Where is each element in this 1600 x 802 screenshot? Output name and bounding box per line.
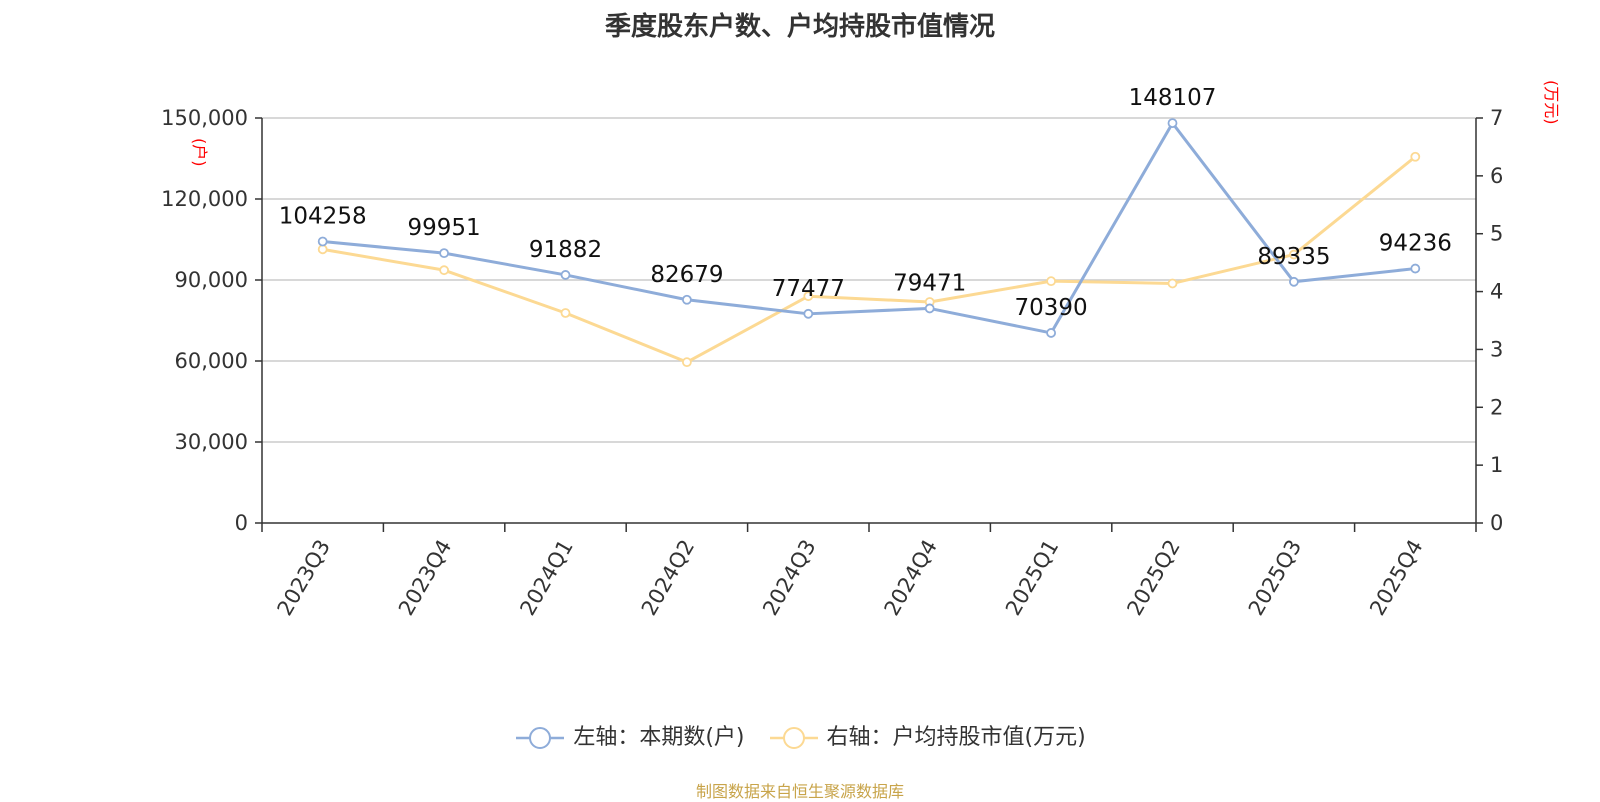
legend-item-right-series[interactable]: 右轴：户均持股市值(万元) xyxy=(768,719,1086,751)
data-label-left: 82679 xyxy=(650,262,723,288)
left-axis-tick-label: 0 xyxy=(235,511,248,535)
axes: 0 30,000 60,000 90,000 120,000 150,000 0 1 2 3 4 5 6… xyxy=(161,106,1503,620)
x-axis-tick-label: 2024Q2 xyxy=(637,536,699,620)
right-axis-tick-label: 5 xyxy=(1490,222,1503,246)
left-axis-tick-label: 60,000 xyxy=(175,349,248,373)
left-axis-tick-label: 120,000 xyxy=(161,187,248,211)
legend-label-right: 右轴：户均持股市值(万元) xyxy=(826,725,1086,750)
series-line-right xyxy=(322,155,1417,364)
data-point-right xyxy=(1410,151,1421,162)
data-point-left xyxy=(803,308,814,319)
data-label-left: 94236 xyxy=(1379,231,1452,257)
data-point-right xyxy=(1167,278,1178,289)
right-axis-tick-label: 6 xyxy=(1490,164,1503,188)
data-point-right xyxy=(560,308,571,318)
data-point-right xyxy=(682,357,692,368)
grid-lines xyxy=(262,117,1476,443)
x-axis-tick-label: 2024Q1 xyxy=(515,536,577,620)
legend-label-left: 左轴：本期数(户) xyxy=(573,725,745,750)
right-axis-tick-label: 7 xyxy=(1490,106,1503,130)
data-point-left xyxy=(682,294,692,305)
left-axis-tick-label: 90,000 xyxy=(175,268,248,292)
left-axis-tick-label: 30,000 xyxy=(175,430,248,454)
left-axis-unit: (户) xyxy=(190,138,209,167)
data-point-left xyxy=(317,236,328,247)
x-axis-tick-label: 2025Q1 xyxy=(1001,536,1063,620)
data-label-left: 77477 xyxy=(772,276,845,302)
x-axis-tick-label: 2025Q2 xyxy=(1122,536,1184,620)
left-axis-tick-label: 150,000 xyxy=(161,106,248,130)
data-labels: 104258 99951 91882 82679 77477 79471 70390 1481… xyxy=(279,85,1452,321)
data-point-right xyxy=(803,291,814,302)
data-label-left: 70390 xyxy=(1015,295,1088,321)
data-label-left: 91882 xyxy=(529,237,602,263)
x-axis-tick-label: 2023Q4 xyxy=(394,536,456,620)
data-label-left: 99951 xyxy=(408,215,481,241)
x-axis-tick-label: 2025Q3 xyxy=(1244,536,1306,620)
data-point-left xyxy=(1410,263,1421,274)
right-axis-unit: (万元) xyxy=(1542,80,1561,125)
data-label-left: 148107 xyxy=(1129,85,1217,111)
data-point-right xyxy=(317,244,328,255)
data-point-left xyxy=(924,303,935,314)
data-point-left xyxy=(1289,276,1299,287)
legend-item-left-series[interactable]: 左轴：本期数(户) xyxy=(514,719,745,751)
data-point-right xyxy=(439,265,450,276)
legend: 左轴：本期数(户) 右轴：户均持股市值(万元) xyxy=(0,719,1600,751)
right-axis-tick-label: 1 xyxy=(1490,453,1503,477)
right-axis-tick-label: 2 xyxy=(1490,395,1503,419)
right-axis-tick-label: 3 xyxy=(1490,337,1503,361)
x-axis-tick-label: 2024Q3 xyxy=(758,536,820,620)
data-label-left: 104258 xyxy=(279,204,367,230)
x-axis-tick-label: 2024Q4 xyxy=(880,536,942,620)
right-axis-tick-label: 4 xyxy=(1490,280,1503,304)
data-label-left: 79471 xyxy=(893,270,966,296)
data-point-left xyxy=(560,270,571,280)
source-note: 制图数据来自恒生聚源数据库 xyxy=(695,782,904,801)
data-point-left xyxy=(1046,328,1056,338)
chart-title: 季度股东户数、户均持股市值情况 xyxy=(604,12,995,42)
data-point-left xyxy=(1167,118,1178,129)
right-axis-tick-label: 0 xyxy=(1490,511,1503,535)
legend-marker-left xyxy=(516,727,565,749)
data-point-right xyxy=(1289,249,1299,260)
legend-marker-right xyxy=(769,727,818,749)
data-point-left xyxy=(439,248,450,259)
series-line-left xyxy=(322,121,1416,335)
series-lines xyxy=(317,118,1421,368)
data-point-right xyxy=(1046,276,1056,287)
data-label-left: 89335 xyxy=(1257,244,1330,270)
x-axis-tick-label: 2025Q4 xyxy=(1365,536,1427,620)
x-axis-tick-label: 2023Q3 xyxy=(273,536,335,620)
